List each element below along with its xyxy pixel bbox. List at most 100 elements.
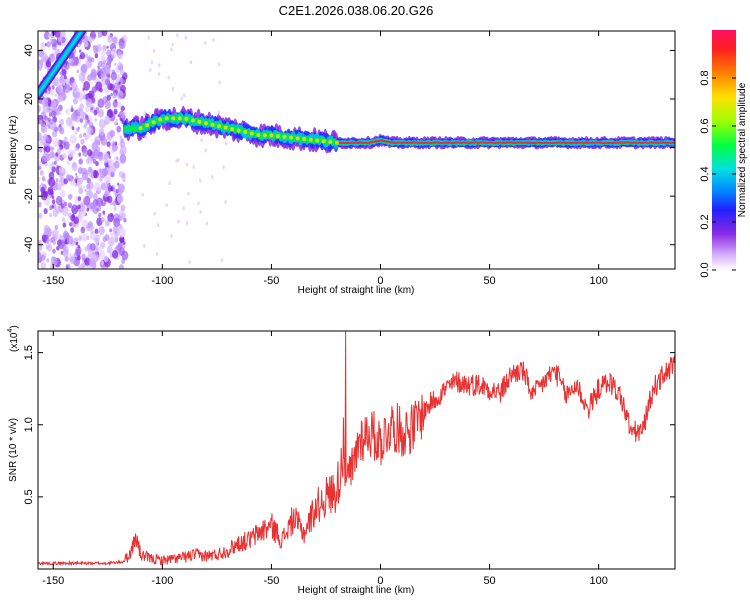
sparse-speck [217, 110, 221, 115]
noise-speck [70, 107, 74, 113]
noise-speck [83, 40, 89, 48]
noise-speck [71, 126, 75, 131]
spectrogram-xtick-label: 100 [589, 275, 607, 287]
ridge-cell [672, 141, 675, 144]
noise-speck [54, 31, 61, 38]
ridge-peak [269, 133, 274, 138]
noise-speck [74, 183, 77, 187]
noise-speck [104, 223, 108, 227]
noise-speck [46, 244, 53, 252]
snr-multiplier-close: ) [9, 325, 20, 328]
noise-speck [43, 133, 48, 141]
noise-speck [85, 114, 89, 119]
noise-speck [116, 125, 122, 133]
noise-speck [79, 51, 86, 60]
noise-speck [39, 64, 42, 68]
ridge-peak [158, 117, 163, 122]
noise-speck [62, 248, 69, 258]
noise-speck [78, 74, 82, 79]
noise-speck [86, 126, 91, 134]
noise-speck [49, 38, 54, 44]
noise-speck [76, 115, 80, 120]
noise-speck [117, 101, 123, 109]
sparse-speck [224, 141, 228, 146]
noise-speck [108, 182, 111, 186]
ridge-peak [328, 139, 333, 144]
noise-speck [50, 100, 56, 108]
noise-speck [88, 57, 93, 63]
sparse-speck [171, 42, 174, 47]
noise-speck [40, 191, 48, 201]
noise-speck [97, 240, 100, 244]
sparse-speck [182, 206, 186, 211]
sparse-speck [156, 223, 160, 228]
noise-speck [119, 145, 127, 156]
noise-speck [67, 149, 74, 158]
noise-speck [118, 81, 121, 85]
noise-speck [86, 235, 90, 241]
sparse-speck [210, 175, 214, 180]
noise-speck [117, 90, 124, 100]
noise-speck [45, 145, 51, 153]
noise-speck [92, 158, 97, 164]
noise-speck [106, 108, 114, 119]
noise-speck [120, 171, 127, 181]
noise-speck [51, 234, 58, 242]
noise-speck [110, 54, 115, 60]
noise-speck [38, 250, 42, 259]
ridge-peak [210, 122, 215, 127]
noise-speck [67, 202, 73, 209]
noise-speck [116, 194, 124, 204]
noise-speck [83, 185, 86, 189]
spectrogram-xtick-label: -50 [263, 275, 279, 287]
sparse-speck [176, 33, 179, 38]
noise-speck [112, 92, 117, 99]
noise-speck [118, 264, 124, 269]
noise-speck [62, 222, 67, 228]
noise-speck [56, 245, 60, 251]
noise-speck [94, 228, 99, 234]
noise-speck [77, 166, 83, 175]
noise-speck [81, 253, 86, 261]
noise-speck [38, 165, 42, 171]
noise-speck [64, 75, 67, 80]
noise-speck [98, 155, 104, 162]
noise-speck [75, 241, 79, 246]
noise-speck [66, 235, 74, 245]
sparse-speck [167, 75, 170, 80]
noise-speck [45, 59, 52, 68]
snr-ytick-label: 0.5 [23, 489, 35, 504]
spectrogram-frame [37, 30, 676, 270]
noise-speck [64, 255, 69, 262]
ridge-peak [145, 123, 150, 128]
noise-speck [53, 228, 60, 236]
noise-speck [59, 71, 62, 76]
noise-speck [112, 36, 118, 44]
noise-speck [115, 188, 119, 194]
noise-speck [66, 160, 71, 166]
noise-speck [70, 227, 75, 233]
sparse-speck [197, 201, 200, 206]
sparse-speck [182, 93, 186, 98]
noise-speck [55, 108, 61, 116]
noise-speck [119, 140, 126, 148]
noise-speck [93, 136, 101, 146]
noise-speck [62, 230, 69, 239]
noise-speck [91, 38, 95, 43]
noise-speck [63, 178, 68, 185]
sparse-speck [205, 221, 209, 226]
noise-speck [82, 233, 88, 242]
noise-speck [44, 234, 49, 240]
noise-speck [48, 107, 52, 112]
noise-speck [70, 112, 77, 121]
noise-speck [94, 241, 98, 247]
noise-speck [75, 175, 79, 180]
ridge-peak [203, 121, 208, 126]
noise-speck [87, 119, 90, 124]
noise-speck [97, 146, 101, 152]
sparse-speck [177, 157, 180, 162]
noise-speck [60, 31, 66, 38]
noise-speck [80, 138, 85, 145]
noise-speck [112, 200, 117, 207]
noise-speck [100, 260, 104, 266]
